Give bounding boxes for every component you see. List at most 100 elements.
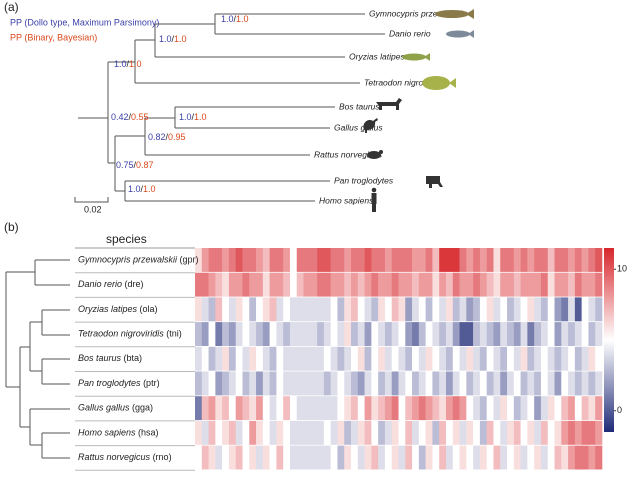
node-supports: 1.0/1.0 1.0/1.0 1.0/1.0 0.42/0.55 1.0/1.…	[111, 14, 249, 194]
heat-cell	[595, 346, 603, 371]
text-part: 1.0	[179, 112, 192, 122]
heat-cell	[398, 396, 406, 421]
heat-cell	[452, 396, 460, 421]
heat-cell	[337, 346, 345, 371]
heat-cell	[513, 371, 521, 396]
heat-cell	[581, 420, 589, 445]
heat-cell	[228, 420, 236, 445]
heat-cell	[588, 248, 596, 272]
text-part: 1.0	[221, 14, 234, 24]
text-part: 1.0	[129, 59, 142, 69]
heat-cell	[289, 272, 298, 297]
heat-cell	[323, 396, 331, 421]
heat-cell	[568, 322, 576, 346]
heat-cell	[507, 297, 515, 322]
heat-cell	[235, 420, 243, 445]
heat-cell	[256, 420, 264, 445]
heat-cell	[303, 248, 311, 272]
heat-cell	[344, 445, 352, 470]
heat-cell	[507, 248, 515, 272]
species-code: (gpr)	[180, 255, 199, 265]
heat-cell	[574, 297, 582, 322]
heat-cell	[222, 248, 230, 272]
text-part: 1.0	[143, 184, 156, 194]
heat-cell	[256, 248, 264, 272]
heat-cell	[459, 322, 467, 346]
heat-cell	[418, 396, 426, 421]
heat-cell	[337, 420, 345, 445]
heat-cell	[364, 445, 372, 470]
heat-cell	[391, 371, 399, 396]
heat-cell	[568, 420, 576, 445]
heat-cell	[425, 420, 433, 445]
heat-cell	[432, 297, 440, 322]
heat-cell	[228, 272, 236, 297]
heat-cell	[595, 297, 603, 322]
node-label: 0.75/0.87	[116, 160, 154, 170]
heat-cell	[276, 248, 284, 272]
heat-cell	[398, 420, 406, 445]
heat-cell	[371, 371, 379, 396]
text-part: 1.0	[174, 34, 187, 44]
heat-cell	[378, 445, 386, 470]
heat-cell	[296, 396, 304, 421]
heat-cell	[547, 322, 555, 346]
heat-cell	[466, 322, 474, 346]
heat-cell	[432, 396, 440, 421]
heat-cell	[296, 371, 304, 396]
heat-cell	[262, 248, 270, 272]
heat-cell	[391, 420, 399, 445]
heat-cell	[432, 322, 440, 346]
heat-cell	[351, 371, 359, 396]
heat-cell	[459, 297, 467, 322]
species-name: Rattus norvegicus	[78, 452, 151, 462]
heat-cell	[439, 297, 447, 322]
node-label: 1.0/1.0	[159, 34, 187, 44]
heat-cell	[398, 322, 406, 346]
heat-cell	[493, 420, 501, 445]
heat-cell	[561, 248, 569, 272]
heat-cell	[242, 272, 250, 297]
heat-cell	[534, 248, 542, 272]
species-name: Pan troglodytes	[78, 378, 141, 388]
species-code: (bta)	[124, 354, 143, 364]
heat-cell	[588, 371, 596, 396]
heat-cell	[534, 396, 542, 421]
heat-cell	[588, 272, 596, 297]
heat-cell	[547, 445, 555, 470]
heat-cell	[296, 420, 304, 445]
heat-cell	[235, 346, 243, 371]
heat-cell	[391, 322, 399, 346]
heat-cell	[459, 396, 467, 421]
heat-cell	[445, 297, 454, 322]
row-label: Danio rerio (dre)	[78, 279, 144, 289]
heat-cell	[310, 297, 318, 322]
heat-cell	[228, 445, 236, 470]
heat-cell	[317, 445, 325, 470]
heat-cell	[337, 322, 345, 346]
heat-cell	[554, 346, 562, 371]
heat-cell	[289, 420, 298, 445]
heat-cell	[445, 445, 454, 470]
heat-cell	[445, 396, 454, 421]
tip-label: Gallus gallus	[334, 122, 383, 132]
heat-cell	[452, 420, 460, 445]
heat-cell	[296, 445, 304, 470]
heat-cell	[249, 371, 257, 396]
heat-cell	[323, 420, 331, 445]
heat-cell	[561, 272, 569, 297]
text-part: /	[234, 14, 237, 24]
heat-cell	[561, 420, 569, 445]
heat-cell	[466, 248, 474, 272]
heat-cell	[330, 272, 338, 297]
heat-cell	[486, 346, 494, 371]
heat-cell	[384, 346, 393, 371]
heat-cell	[405, 248, 413, 272]
heat-cell	[540, 420, 549, 445]
heat-cell	[276, 272, 284, 297]
heat-cell	[527, 272, 535, 297]
heat-cell	[520, 272, 528, 297]
heat-cell	[195, 346, 203, 371]
heat-cell	[493, 272, 501, 297]
heat-cell	[344, 346, 352, 371]
